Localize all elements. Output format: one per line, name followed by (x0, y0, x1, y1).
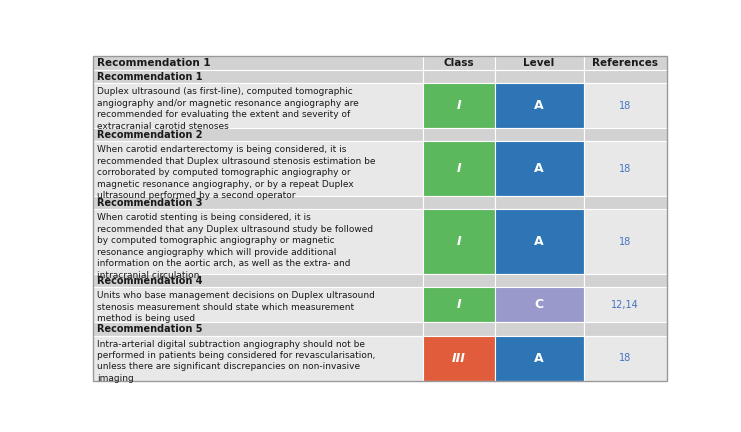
Bar (584, 128, 667, 141)
Bar (423, 83, 494, 128)
Text: I: I (456, 299, 461, 311)
Bar (93, 322, 423, 336)
Bar (93, 336, 423, 381)
Bar (93, 83, 423, 128)
Bar (93, 128, 423, 141)
Bar (423, 128, 494, 141)
Text: A: A (534, 162, 544, 175)
Bar (584, 274, 667, 287)
Text: A: A (534, 352, 544, 365)
Bar (423, 141, 494, 197)
Bar (584, 210, 667, 274)
Bar (494, 56, 584, 70)
Bar (584, 56, 667, 70)
Text: Duplex ultrasound (as first-line), computed tomographic
angiography and/or magne: Duplex ultrasound (as first-line), compu… (97, 87, 359, 130)
Bar (423, 336, 494, 381)
Text: 18: 18 (619, 164, 631, 174)
Bar (423, 210, 494, 274)
Bar (423, 197, 494, 210)
Bar (93, 56, 423, 70)
Bar (494, 83, 584, 128)
Text: A: A (534, 235, 544, 248)
Text: Recommendation 3: Recommendation 3 (97, 198, 203, 208)
Bar (93, 70, 423, 83)
Text: When carotid endarterectomy is being considered, it is
recommended that Duplex u: When carotid endarterectomy is being con… (97, 146, 376, 200)
Text: 12,14: 12,14 (611, 300, 639, 310)
Bar (423, 274, 494, 287)
Bar (423, 70, 494, 83)
Text: I: I (456, 99, 461, 112)
Bar (494, 70, 584, 83)
Text: Intra-arterial digital subtraction angiography should not be
performed in patien: Intra-arterial digital subtraction angio… (97, 340, 376, 383)
Text: I: I (456, 162, 461, 175)
Bar (93, 287, 423, 322)
Bar (584, 287, 667, 322)
Bar (584, 322, 667, 336)
Bar (584, 83, 667, 128)
Text: Class: Class (443, 58, 474, 68)
Bar (494, 141, 584, 197)
Text: Recommendation 1: Recommendation 1 (97, 72, 203, 82)
Text: 18: 18 (619, 237, 631, 247)
Bar (584, 336, 667, 381)
Text: Units who base management decisions on Duplex ultrasound
stenosis measurement sh: Units who base management decisions on D… (97, 291, 375, 323)
Bar (584, 197, 667, 210)
Text: C: C (534, 299, 544, 311)
Text: I: I (456, 235, 461, 248)
Text: III: III (452, 352, 465, 365)
Bar (93, 141, 423, 197)
Text: Recommendation 2: Recommendation 2 (97, 130, 203, 140)
Bar (93, 274, 423, 287)
Bar (93, 210, 423, 274)
Bar (423, 322, 494, 336)
Bar (494, 287, 584, 322)
Bar (494, 322, 584, 336)
Text: Recommendation 1: Recommendation 1 (97, 58, 211, 68)
Text: References: References (592, 58, 658, 68)
Bar (423, 56, 494, 70)
Text: Recommendation 5: Recommendation 5 (97, 324, 203, 334)
Bar (584, 70, 667, 83)
Bar (494, 197, 584, 210)
Bar (494, 210, 584, 274)
Text: A: A (534, 99, 544, 112)
Bar (93, 197, 423, 210)
Bar (584, 141, 667, 197)
Bar (494, 128, 584, 141)
Bar (494, 336, 584, 381)
Text: When carotid stenting is being considered, it is
recommended that any Duplex ult: When carotid stenting is being considere… (97, 213, 373, 280)
Bar (423, 287, 494, 322)
Text: 18: 18 (619, 353, 631, 363)
Bar (494, 274, 584, 287)
Text: Recommendation 4: Recommendation 4 (97, 276, 203, 286)
Text: Level: Level (523, 58, 555, 68)
Text: 18: 18 (619, 101, 631, 111)
